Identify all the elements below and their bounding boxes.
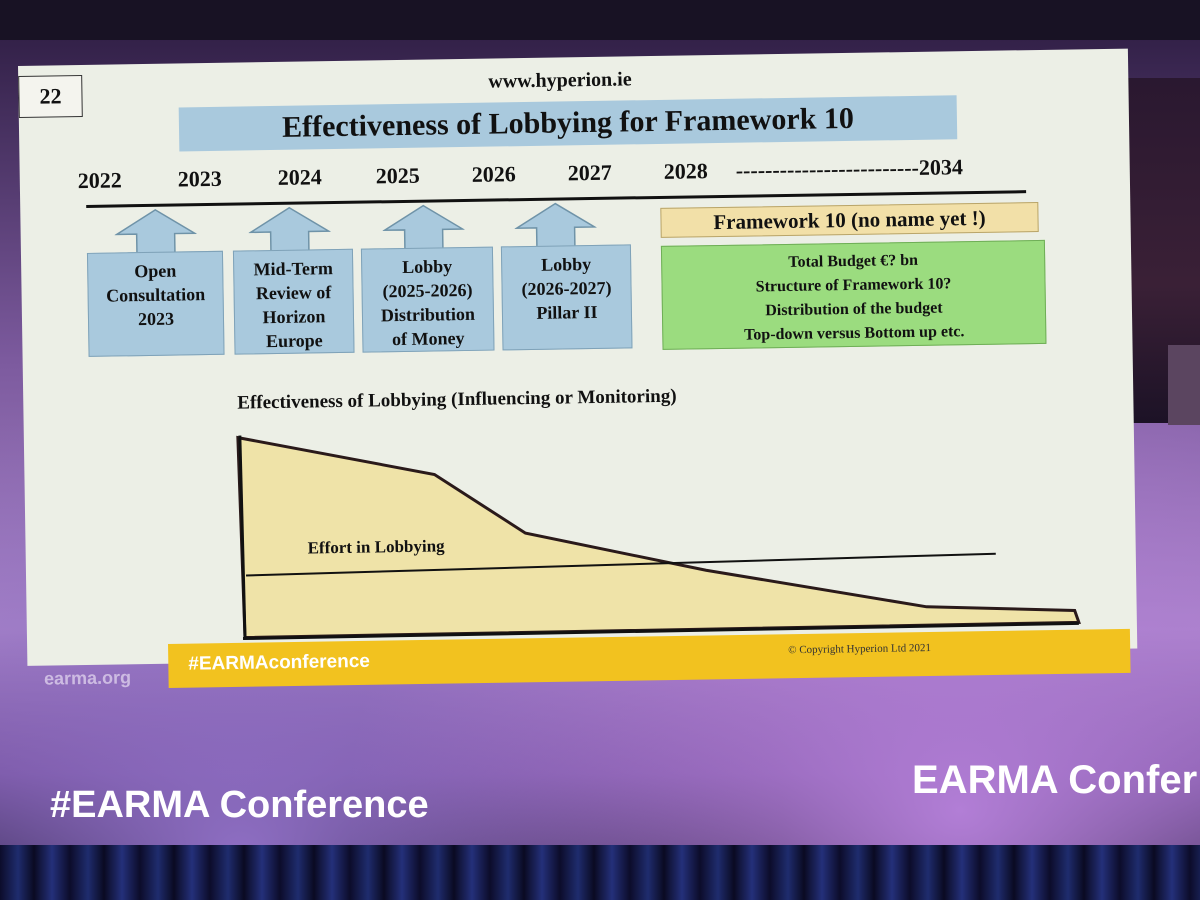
effort-in-lobbying-label: Effort in Lobbying [307, 536, 445, 558]
stage-floor [0, 845, 1200, 900]
box-line: 2023 [137, 308, 175, 330]
box-line: Review of [255, 282, 332, 304]
year-label: 2027 [567, 159, 612, 186]
box-line: Mid-Term [253, 258, 334, 280]
box-line: Open [134, 260, 177, 282]
up-arrow-icon [382, 204, 465, 251]
year-label-range: -------------------------2034 [735, 154, 964, 183]
framework-10-details-box: Total Budget €? bn Structure of Framewor… [660, 239, 1047, 350]
slide-title: Effectiveness of Lobbying for Framework … [178, 95, 958, 152]
up-arrow-icon [114, 208, 197, 255]
copyright-notice: © Copyright Hyperion Ltd 2021 [788, 642, 932, 657]
axis-bottom [242, 621, 1079, 641]
year-label: 2026 [471, 161, 516, 187]
box-line: Horizon [262, 306, 326, 328]
year-label: 2022 [77, 167, 122, 194]
effectiveness-area [236, 435, 1081, 640]
effort-line [246, 552, 996, 577]
box-line: Pillar II [536, 301, 598, 323]
lobby-distribution-box: Lobby (2025-2026) Distribution of Money [360, 246, 495, 353]
box-line: (2025-2026) [382, 279, 473, 302]
mid-term-review-box: Mid-Term Review of Horizon Europe [232, 248, 355, 355]
earma-site-label: earma.org [43, 667, 132, 689]
year-label: 2024 [277, 164, 322, 190]
box-line: of Money [391, 328, 465, 350]
framework-10-label: Framework 10 (no name yet !) [660, 201, 1039, 238]
axis-left [238, 435, 247, 640]
slide-url: www.hyperion.ie [488, 68, 632, 93]
up-arrow-icon [248, 206, 331, 253]
year-label: 2025 [375, 162, 420, 189]
box-line: (2026-2027) [521, 277, 612, 300]
presentation-slide: 22 www.hyperion.ie Effectiveness of Lobb… [18, 48, 1138, 666]
year-label: 2023 [177, 165, 222, 192]
box-line: Europe [265, 330, 323, 352]
lobby-pillar-box: Lobby (2026-2027) Pillar II [500, 244, 633, 351]
box-line: Lobby [541, 254, 592, 275]
slide-page-number: 22 [18, 74, 83, 118]
effectiveness-area-chart [236, 435, 1081, 641]
open-consultation-box: Open Consultation 2023 [86, 250, 225, 357]
speaker-video-inset [1168, 345, 1200, 425]
box-line: Consultation [105, 284, 206, 306]
year-label: 2028 [663, 158, 708, 184]
effectiveness-chart-title: Effectiveness of Lobbying (Influencing o… [237, 385, 677, 414]
conference-caption-right: EARMA Confer [912, 758, 1198, 802]
box-line: Distribution [380, 303, 476, 326]
conference-caption-left: #EARMA Conference [50, 784, 429, 826]
screen-top-frame [0, 0, 1200, 40]
earma-hashtag: #EARMAconference [188, 650, 371, 675]
framework-line: Top-down versus Bottom up etc. [744, 323, 965, 344]
up-arrow-icon [514, 202, 597, 249]
box-line: Lobby [402, 256, 453, 277]
